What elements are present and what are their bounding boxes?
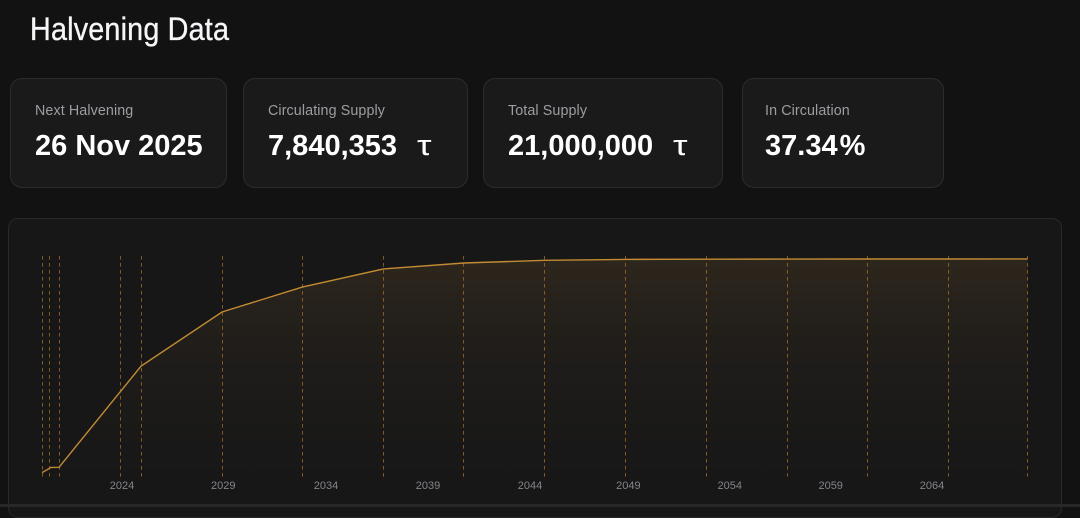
svg-text:2064: 2064 [920, 480, 944, 492]
svg-text:2044: 2044 [518, 480, 542, 492]
svg-text:2054: 2054 [718, 480, 742, 492]
svg-text:2059: 2059 [818, 480, 842, 492]
svg-text:2029: 2029 [211, 480, 235, 492]
svg-text:2039: 2039 [416, 480, 440, 492]
svg-text:2024: 2024 [110, 480, 134, 492]
svg-text:2034: 2034 [314, 480, 338, 492]
svg-text:2049: 2049 [616, 480, 640, 492]
